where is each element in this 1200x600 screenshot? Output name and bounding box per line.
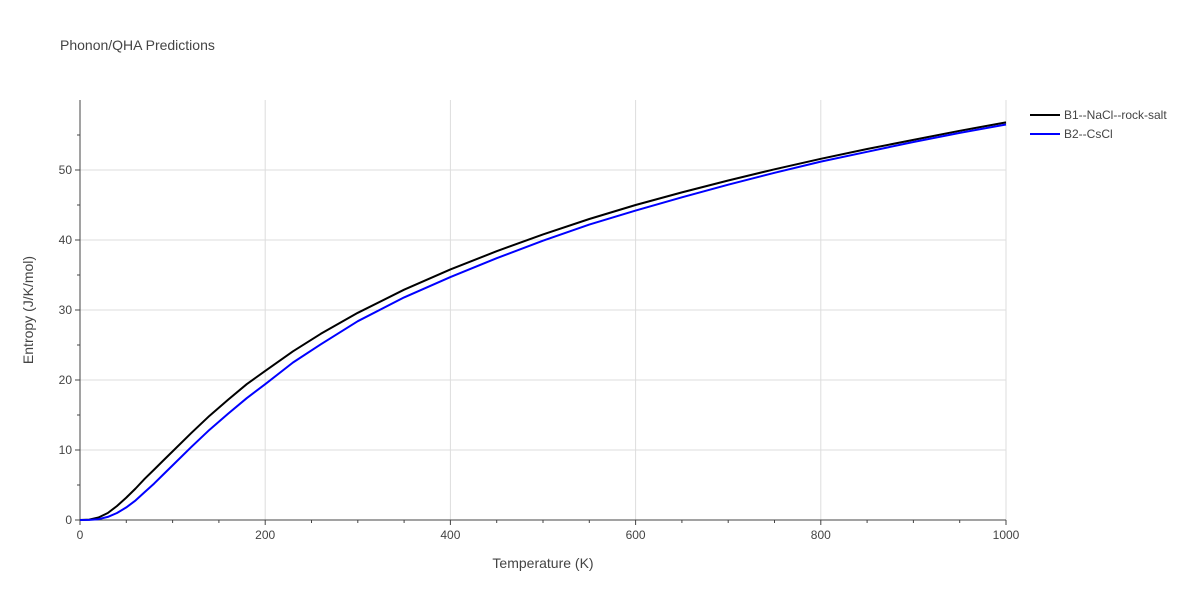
legend-item[interactable]: B2--CsCl — [1030, 127, 1113, 141]
y-tick-label: 40 — [59, 233, 73, 247]
chart-title: Phonon/QHA Predictions — [60, 37, 215, 53]
y-tick-label: 30 — [59, 303, 73, 317]
legend-item[interactable]: B1--NaCl--rock-salt — [1030, 108, 1167, 122]
series-line-1 — [79, 121, 1007, 521]
tick-labels: 0 200 400 600 800 1000 0 10 20 30 40 50 — [59, 163, 1020, 542]
series-line-2 — [79, 123, 1007, 521]
legend-label: B1--NaCl--rock-salt — [1064, 108, 1167, 122]
y-axis-title: Entropy (J/K/mol) — [20, 256, 36, 364]
x-tick-label: 800 — [811, 528, 831, 542]
x-tick-label: 1000 — [993, 528, 1020, 542]
x-tick-label: 400 — [440, 528, 460, 542]
y-tick-label: 50 — [59, 163, 73, 177]
x-axis-title: Temperature (K) — [492, 555, 593, 571]
legend-label: B2--CsCl — [1064, 127, 1113, 141]
y-tick-label: 0 — [65, 513, 72, 527]
x-tick-label: 0 — [77, 528, 84, 542]
legend[interactable]: B1--NaCl--rock-salt B2--CsCl — [1030, 108, 1167, 141]
x-tick-label: 600 — [626, 528, 646, 542]
series-layer — [79, 121, 1007, 521]
y-tick-label: 20 — [59, 373, 73, 387]
axes — [75, 100, 1007, 525]
x-tick-label: 200 — [255, 528, 275, 542]
y-tick-label: 10 — [59, 443, 73, 457]
